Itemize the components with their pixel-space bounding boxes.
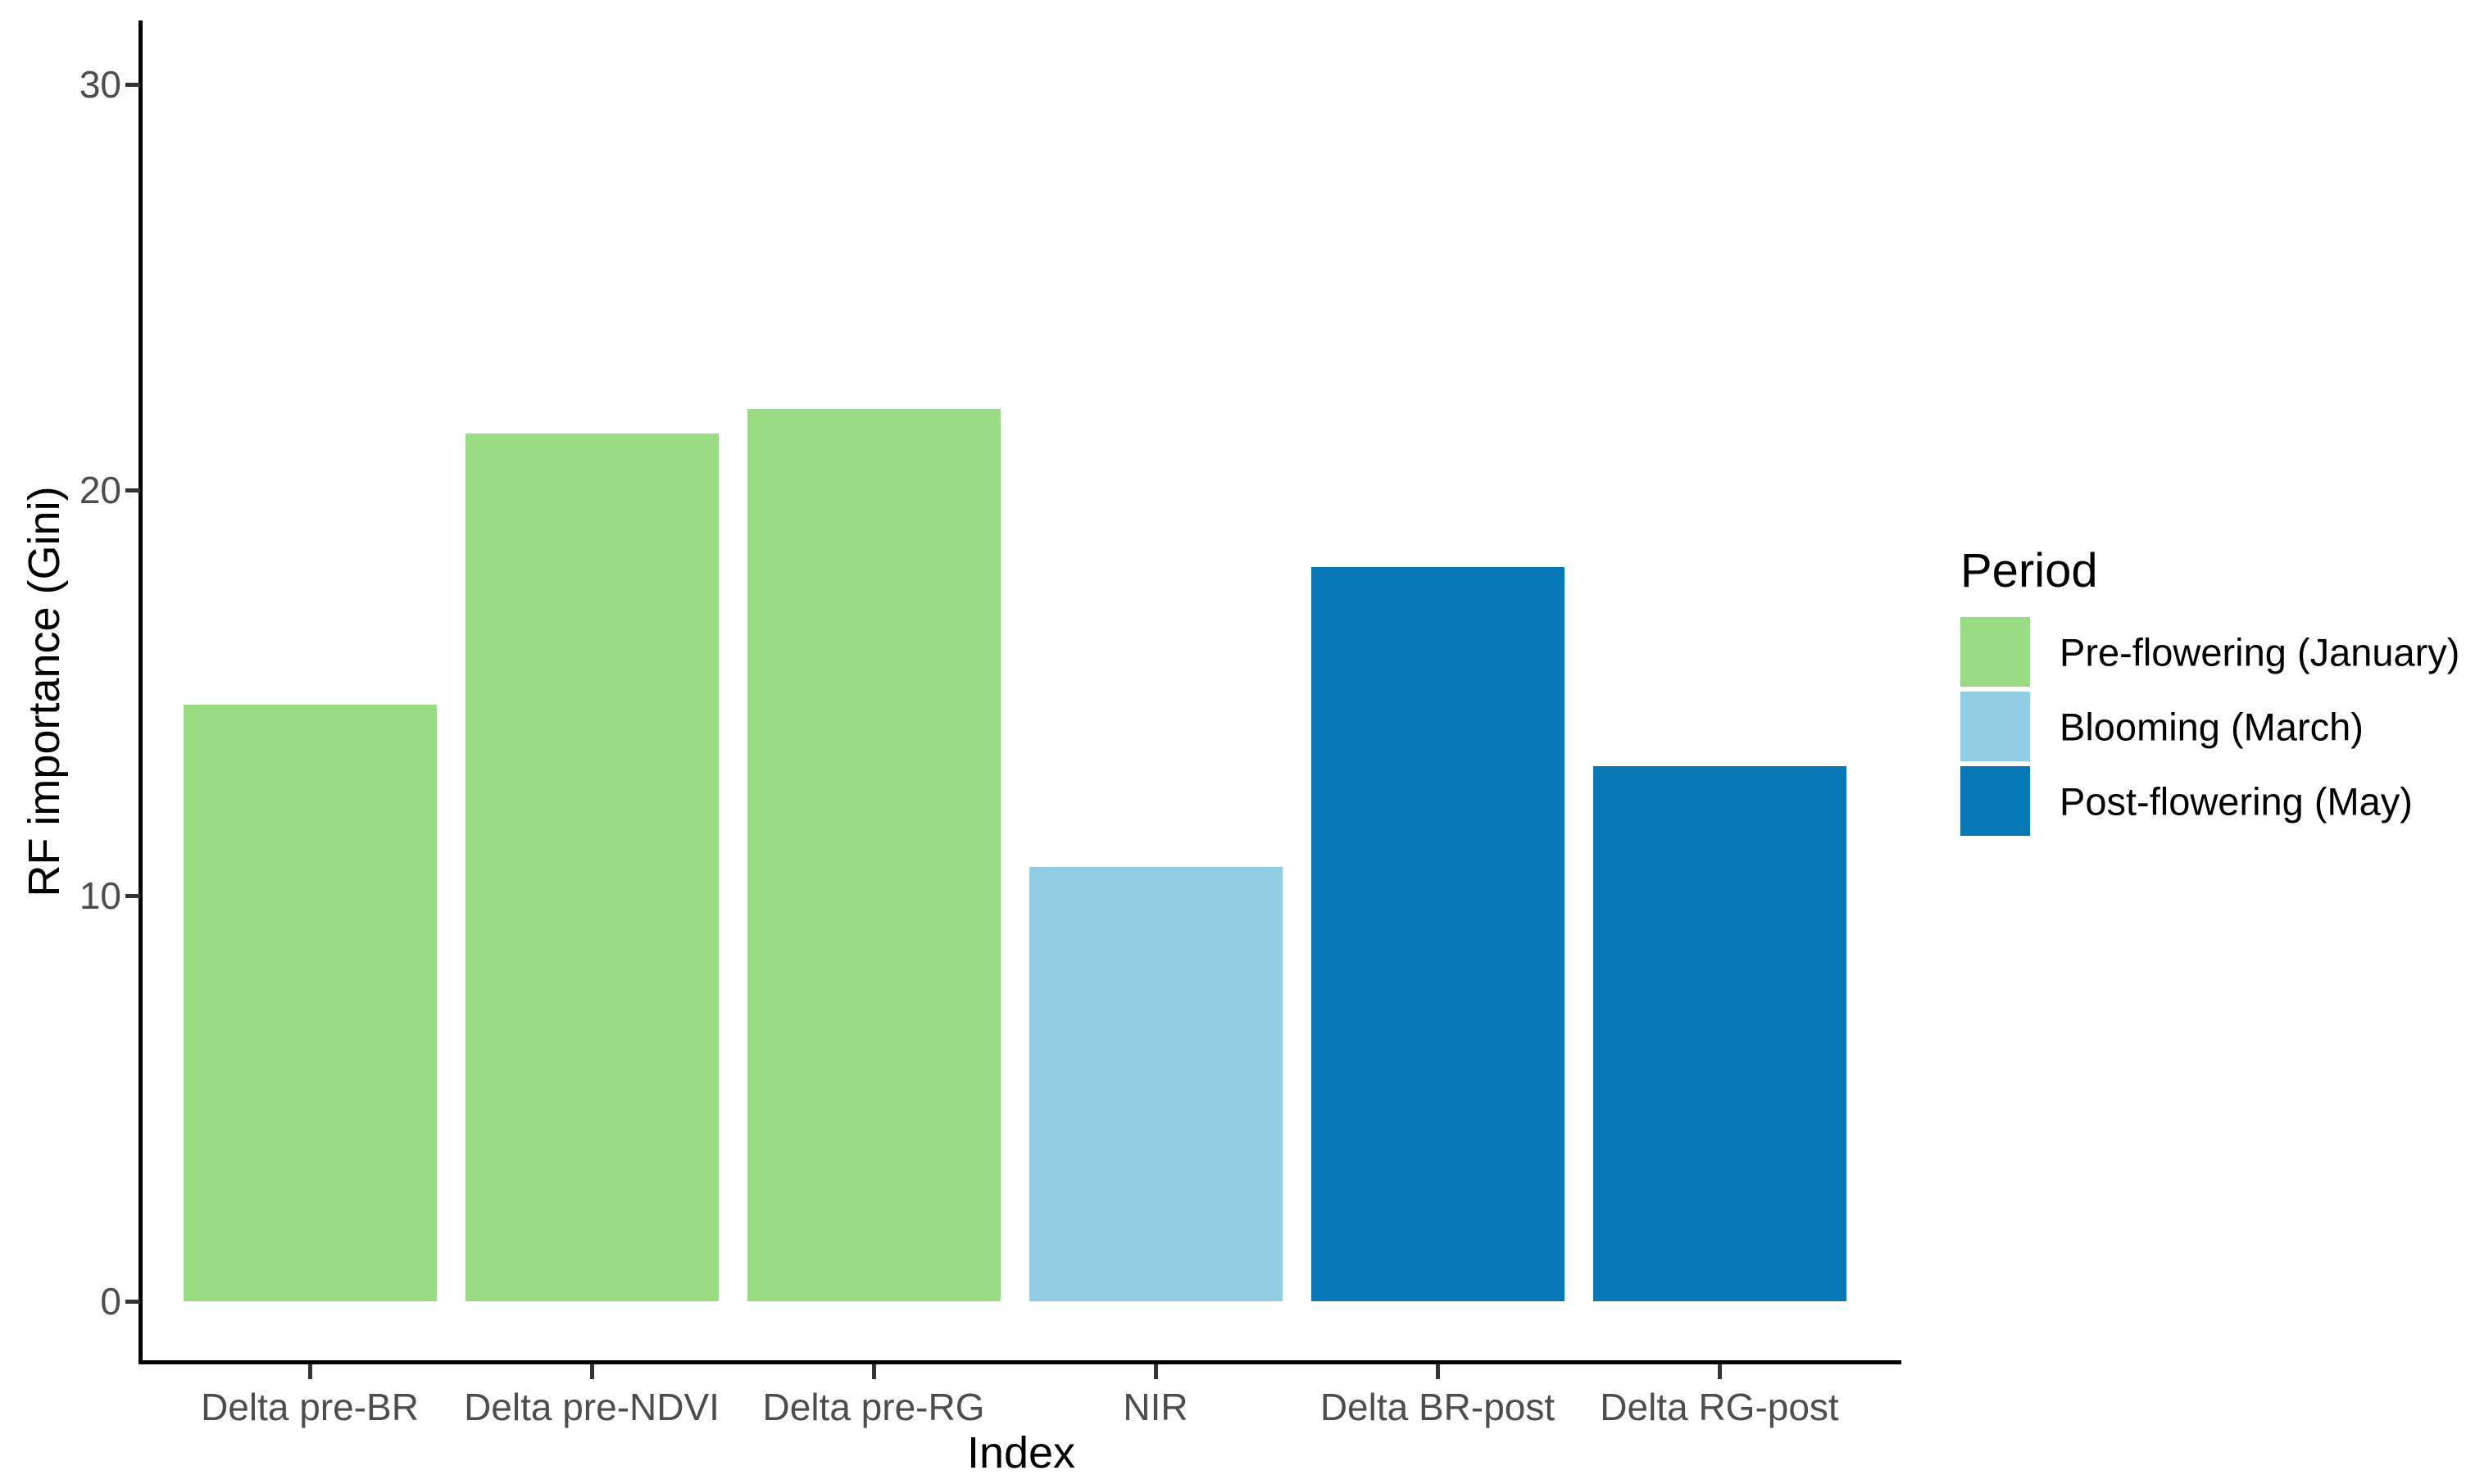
y-tick-label-20: 20 (79, 469, 121, 511)
x-tick-label-delta-pre-br: Delta pre-BR (201, 1386, 419, 1428)
bar-delta-pre-br (183, 705, 437, 1301)
y-tick-label-10: 10 (79, 874, 121, 917)
legend-label-pre-flowering-january: Pre-flowering (January) (2060, 630, 2460, 674)
y-tick-mark-20 (125, 488, 140, 492)
legend-label-blooming-march: Blooming (March) (2060, 705, 2364, 749)
x-tick-label-nir: NIR (1123, 1386, 1188, 1428)
x-tick-label-delta-pre-ndvi: Delta pre-NDVI (464, 1386, 720, 1428)
x-tick-mark-delta-pre-br (308, 1364, 312, 1379)
x-tick-mark-delta-pre-rg (872, 1364, 876, 1379)
bar-nir (1029, 867, 1283, 1301)
y-axis-line (139, 20, 143, 1364)
x-tick-mark-delta-rg-post (1718, 1364, 1722, 1379)
legend-label-post-flowering-may: Post-flowering (May) (2060, 779, 2413, 824)
legend-swatch-post-flowering-may (1960, 766, 2030, 836)
legend-title: Period (1960, 544, 2098, 597)
legend-swatch-blooming-march (1960, 692, 2030, 761)
y-tick-label-0: 0 (100, 1280, 121, 1323)
y-tick-mark-0 (125, 1300, 140, 1304)
x-tick-label-delta-pre-rg: Delta pre-RG (762, 1386, 985, 1428)
y-axis-title: RF importance (Gini) (20, 486, 69, 897)
x-tick-mark-nir (1154, 1364, 1158, 1379)
bar-delta-rg-post (1592, 766, 1846, 1301)
x-tick-label-delta-br-post: Delta BR-post (1319, 1386, 1555, 1428)
bar-delta-pre-ndvi (465, 433, 719, 1301)
bar-delta-br-post (1310, 567, 1565, 1301)
bar-delta-pre-rg (747, 409, 1001, 1301)
x-tick-label-delta-rg-post: Delta RG-post (1600, 1386, 1839, 1428)
y-tick-mark-10 (125, 894, 140, 898)
x-axis-title: Index (966, 1428, 1076, 1477)
y-tick-mark-30 (125, 83, 140, 87)
x-tick-mark-delta-pre-ndvi (590, 1364, 594, 1379)
x-axis-line (139, 1360, 1901, 1364)
x-tick-mark-delta-br-post (1436, 1364, 1440, 1379)
y-tick-label-30: 30 (79, 63, 121, 106)
legend-swatch-pre-flowering-january (1960, 617, 2030, 687)
